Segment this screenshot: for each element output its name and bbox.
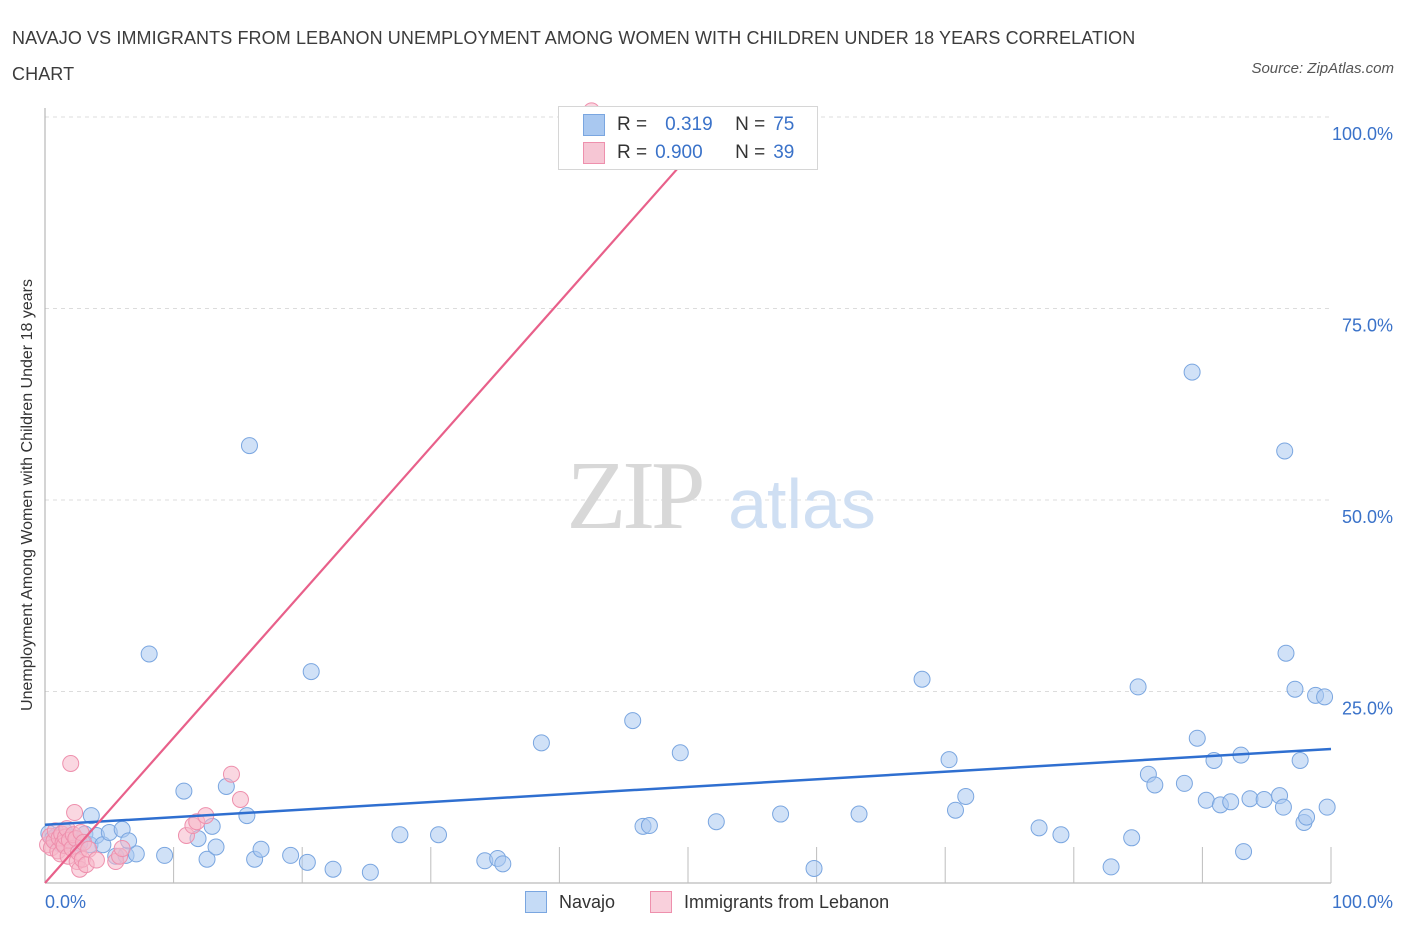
navajo-point	[707, 813, 725, 831]
legend-item-navajo: Navajo	[525, 890, 615, 914]
navajo-point	[1291, 751, 1309, 769]
trend-lines	[44, 154, 1332, 884]
legend-lebanon-swatch	[650, 891, 672, 913]
lebanon-n-label: N =	[735, 142, 766, 163]
navajo-point	[82, 807, 100, 825]
x-tick-label-0: 0.0%	[45, 892, 86, 912]
lebanon-point	[66, 804, 84, 822]
navajo-point	[1175, 774, 1193, 792]
navajo-point	[1052, 826, 1070, 844]
navajo-point	[391, 826, 409, 844]
navajo-point	[1197, 791, 1215, 809]
navajo-point	[1146, 776, 1164, 794]
lebanon-point	[231, 791, 249, 809]
gridlines	[45, 116, 1331, 692]
lebanon-n-value: 39	[773, 142, 795, 163]
lebanon-r-label: R =	[617, 142, 648, 163]
lebanon-swatch	[583, 142, 605, 164]
navajo-point	[772, 805, 790, 823]
source-label: Source: ZipAtlas.com	[1251, 60, 1394, 77]
navajo-point	[1188, 729, 1206, 747]
stats-legend: R = 0.319 N = 75 R = 0.900 N = 39	[558, 106, 818, 170]
lebanon-point	[87, 851, 105, 869]
navajo-point	[805, 859, 823, 877]
navajo-point	[1123, 829, 1141, 847]
navajo-point	[1222, 793, 1240, 811]
lebanon-point	[62, 755, 80, 773]
y-tick-label-1: 50.0%	[1342, 507, 1393, 527]
navajo-point	[156, 846, 174, 864]
navajo-point	[1298, 808, 1316, 826]
navajo-point	[640, 817, 658, 835]
lebanon-points	[39, 102, 601, 878]
navajo-point	[175, 782, 193, 800]
navajo-point	[671, 744, 689, 762]
navajo-point	[1241, 790, 1259, 808]
navajo-point	[1183, 363, 1201, 381]
navajo-point	[1274, 798, 1292, 816]
navajo-point	[282, 846, 300, 864]
navajo-point	[913, 670, 931, 688]
y-tick-label-0: 25.0%	[1342, 699, 1393, 719]
legend-navajo-swatch	[525, 891, 547, 913]
navajo-r-value: 0.319	[665, 114, 713, 135]
navajo-point	[624, 712, 642, 730]
navajo-point	[302, 663, 320, 681]
navajo-swatch	[583, 114, 605, 136]
navajo-n-label: N =	[735, 114, 766, 135]
navajo-point	[198, 850, 216, 868]
y-tick-label-3: 100.0%	[1332, 124, 1393, 144]
navajo-r-label: R =	[617, 114, 648, 135]
navajo-point	[298, 853, 316, 871]
lebanon-point	[222, 765, 240, 783]
navajo-point	[1286, 680, 1304, 698]
navajo-point	[361, 863, 379, 881]
navajo-point	[850, 805, 868, 823]
navajo-point	[940, 751, 958, 769]
navajo-point	[1030, 819, 1048, 837]
y-tick-label-2: 75.0%	[1342, 316, 1393, 336]
navajo-point	[1102, 858, 1120, 876]
watermark-atlas: atlas	[728, 465, 876, 543]
navajo-n-value: 75	[773, 114, 795, 135]
navajo-trend-line	[44, 747, 1332, 827]
navajo-point	[946, 801, 964, 819]
lebanon-point	[113, 840, 131, 858]
navajo-point	[1277, 644, 1295, 662]
navajo-point	[1129, 678, 1147, 696]
navajo-point	[532, 734, 550, 752]
navajo-point	[252, 840, 270, 858]
navajo-point	[1316, 688, 1334, 706]
axes	[44, 108, 1332, 884]
navajo-point	[240, 437, 258, 455]
lebanon-trend-line	[44, 154, 691, 884]
stats-row-navajo: R = 0.319 N = 75	[583, 111, 794, 139]
navajo-point	[1235, 843, 1253, 861]
stats-row-lebanon: R = 0.900 N = 39	[583, 139, 794, 167]
navajo-point	[494, 855, 512, 873]
navajo-point	[238, 807, 256, 825]
lebanon-r-value: 0.900	[655, 142, 703, 163]
navajo-point	[957, 787, 975, 805]
watermark-zip: ZIP	[567, 442, 702, 550]
x-tick-label-1: 100.0%	[1332, 892, 1393, 912]
chart-title: NAVAJO VS IMMIGRANTS FROM LEBANON UNEMPL…	[12, 28, 1136, 84]
legend-lebanon-label: Immigrants from Lebanon	[684, 891, 890, 912]
navajo-point	[207, 838, 225, 856]
navajo-point	[430, 826, 448, 844]
navajo-point	[1318, 798, 1336, 816]
navajo-point	[1276, 442, 1294, 460]
navajo-point	[1255, 791, 1273, 809]
tick-labels: 25.0% 50.0% 75.0% 100.0% 0.0% 100.0%	[45, 124, 1393, 912]
navajo-point	[324, 860, 342, 878]
legend-navajo-label: Navajo	[559, 891, 616, 912]
navajo-point	[140, 645, 158, 663]
legend-item-lebanon: Immigrants from Lebanon	[650, 890, 889, 914]
